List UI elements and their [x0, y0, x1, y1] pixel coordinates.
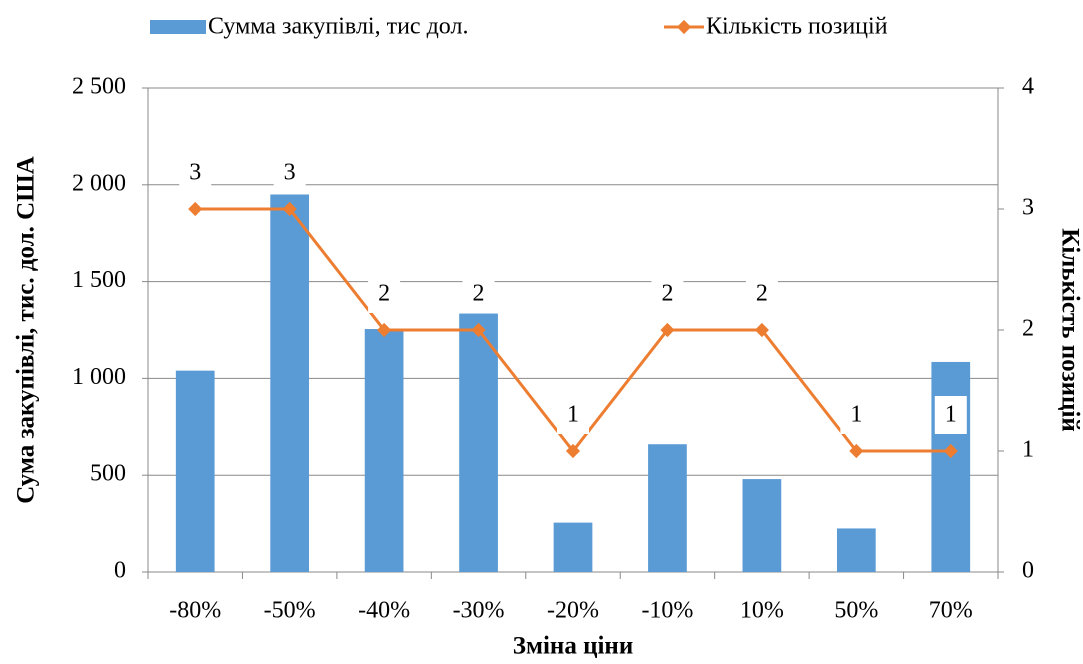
- data-label: 2: [378, 281, 390, 307]
- data-label: 3: [284, 160, 296, 186]
- x-tick-label: -30%: [453, 598, 505, 624]
- data-label-bg: [651, 275, 684, 313]
- line-marker: [660, 322, 675, 338]
- y-tick-label: 1 500: [72, 267, 126, 293]
- data-label: 2: [473, 281, 485, 307]
- bar: [836, 528, 876, 572]
- line-marker: [849, 443, 864, 459]
- y-tick-label: 1 000: [72, 364, 126, 390]
- y2-tick-label: 4: [1022, 74, 1034, 100]
- data-label: 2: [756, 281, 768, 307]
- x-tick-label: -50%: [264, 598, 316, 624]
- data-label-bg: [179, 154, 212, 192]
- bar: [742, 479, 782, 572]
- legend-marker: [676, 19, 692, 35]
- y2-tick-label: 1: [1022, 437, 1034, 463]
- line-marker: [471, 322, 486, 338]
- bar: [459, 313, 498, 572]
- data-label-bg: [745, 275, 778, 313]
- bar: [553, 522, 593, 572]
- x-tick-label: -80%: [169, 598, 221, 624]
- data-label-bg: [368, 275, 401, 313]
- legend-label: Кількість позицій: [706, 14, 888, 40]
- line-marker: [282, 201, 297, 217]
- y-tick-label: 2 000: [72, 170, 126, 196]
- data-label-bg: [557, 396, 589, 434]
- line-marker: [188, 201, 203, 217]
- bar: [175, 370, 215, 572]
- x-tick-label: -20%: [547, 598, 599, 624]
- data-label: 3: [189, 160, 201, 186]
- x-tick-label: -10%: [641, 598, 693, 624]
- data-label-bg: [273, 154, 306, 192]
- data-label-bg: [840, 396, 873, 434]
- data-label: 1: [850, 402, 862, 428]
- y2-tick-label: 0: [1022, 558, 1034, 584]
- y-axis-title: Сума закупівлі, тис. дол. США: [13, 156, 40, 504]
- x-tick-label: 10%: [740, 598, 784, 624]
- data-label: 1: [945, 402, 957, 428]
- line-marker: [565, 443, 581, 459]
- x-axis-title: Зміна ціни: [513, 633, 633, 660]
- legend-label: Сумма закупівлі, тис дол.: [208, 14, 468, 40]
- data-label-bg: [462, 275, 495, 313]
- line-marker: [943, 443, 958, 459]
- y2-tick-label: 3: [1022, 195, 1034, 221]
- x-tick-label: -40%: [358, 598, 410, 624]
- y-tick-label: 500: [90, 461, 126, 487]
- x-tick-label: 70%: [929, 598, 973, 624]
- line-marker: [754, 322, 769, 338]
- x-tick-label: 50%: [834, 598, 878, 624]
- bar: [931, 361, 971, 572]
- y-tick-label: 2 500: [72, 74, 126, 100]
- line-marker: [377, 322, 392, 338]
- data-label-bg: [934, 396, 967, 434]
- data-label: 1: [567, 402, 579, 428]
- bar: [648, 444, 687, 572]
- legend-swatch: [150, 20, 206, 34]
- y-tick-label: 0: [114, 558, 126, 584]
- y2-axis-title: Кількість позицій: [1056, 228, 1083, 432]
- bar: [364, 329, 404, 572]
- y2-tick-label: 2: [1022, 316, 1034, 342]
- data-label: 2: [661, 281, 673, 307]
- bar: [270, 194, 310, 573]
